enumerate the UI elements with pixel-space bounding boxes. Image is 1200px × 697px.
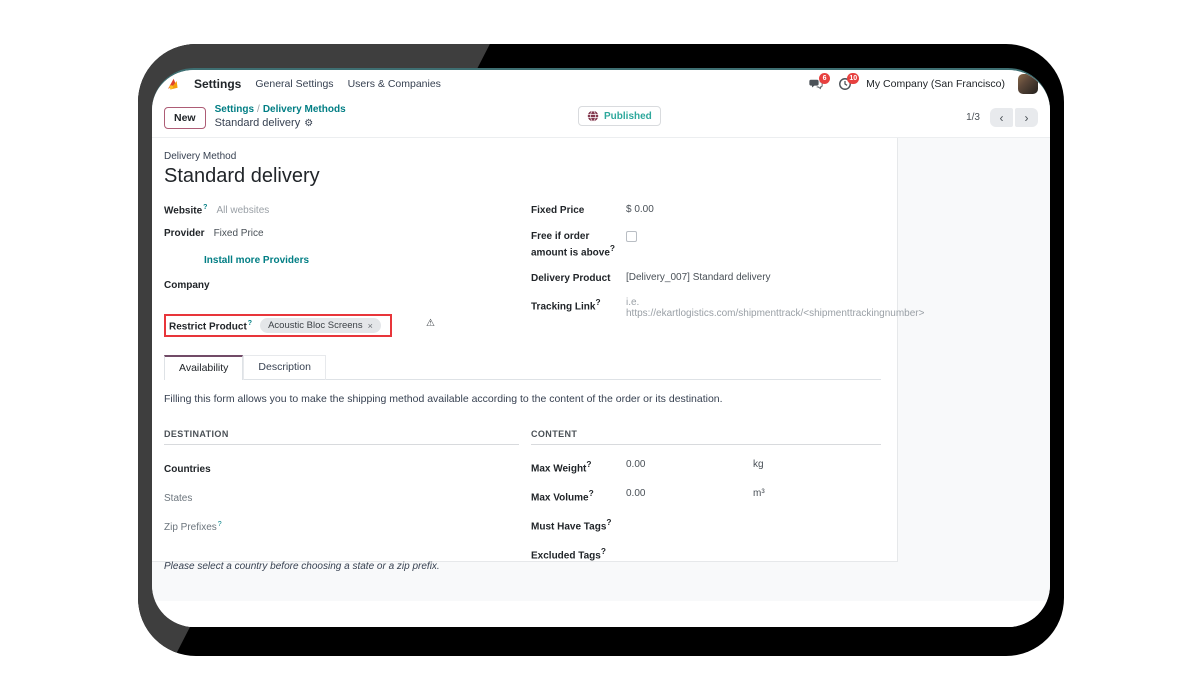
max-volume-field[interactable]: 0.00 bbox=[626, 488, 646, 500]
app-menu-settings[interactable]: Settings bbox=[194, 77, 242, 91]
fixed-price-field[interactable]: $ 0.00 bbox=[626, 204, 654, 215]
delivery-product-label: Delivery Product bbox=[531, 272, 611, 284]
excluded-tags-label[interactable]: Excluded Tags? bbox=[531, 545, 606, 562]
top-navbar: Settings General Settings Users & Compan… bbox=[152, 70, 1050, 98]
country-selection-note: Please select a country before choosing … bbox=[164, 561, 440, 573]
activities-clock-icon[interactable]: 10 bbox=[837, 72, 860, 92]
tag-label: Acoustic Bloc Screens bbox=[268, 320, 363, 332]
form-left-column: Website? All websites Provider Fixed Pri… bbox=[164, 204, 519, 350]
activities-badge: 10 bbox=[847, 72, 860, 84]
messages-badge: 6 bbox=[819, 72, 831, 84]
form-right-column: Fixed Price $ 0.00 Free if order amount … bbox=[531, 204, 924, 350]
device-frame: Settings General Settings Users & Compan… bbox=[138, 44, 1064, 656]
tracking-link-field[interactable]: i.e. https://ekartlogistics.com/shipment… bbox=[626, 297, 925, 320]
action-gear-icon[interactable]: ⚙ bbox=[304, 117, 314, 129]
messages-icon[interactable]: 6 bbox=[808, 72, 831, 92]
breadcrumb: Settings / Delivery Methods Standard deliv… bbox=[215, 104, 346, 130]
control-panel: New Settings / Delivery Methods Standard d… bbox=[152, 98, 1050, 138]
max-weight-label: Max Weight? bbox=[531, 459, 592, 475]
help-icon: ? bbox=[586, 459, 592, 470]
company-switcher[interactable]: My Company (San Francisco) bbox=[866, 78, 1005, 90]
help-icon: ? bbox=[600, 545, 606, 556]
menu-users-companies[interactable]: Users & Companies bbox=[347, 78, 441, 90]
provider-label: Provider bbox=[164, 228, 205, 240]
max-volume-label: Max Volume? bbox=[531, 488, 594, 504]
max-weight-unit: kg bbox=[753, 459, 764, 471]
help-icon: ? bbox=[203, 204, 208, 211]
form-type-label: Delivery Method bbox=[164, 151, 237, 162]
max-weight-field[interactable]: 0.00 bbox=[626, 459, 646, 471]
provider-field[interactable]: Fixed Price bbox=[213, 228, 264, 240]
help-icon: ? bbox=[595, 297, 601, 308]
published-globe-icon bbox=[587, 110, 599, 122]
help-icon: ? bbox=[247, 319, 253, 327]
help-icon: ? bbox=[609, 243, 615, 253]
published-label: Published bbox=[604, 110, 652, 122]
tracking-link-label: Tracking Link? bbox=[531, 297, 601, 313]
free-over-checkbox[interactable] bbox=[626, 230, 637, 242]
tab-availability[interactable]: Availability bbox=[164, 355, 244, 381]
pager-next-button[interactable]: › bbox=[1015, 108, 1038, 127]
content-section: CONTENT Max Weight? 0.00 kg Max Volume? … bbox=[531, 429, 881, 574]
warning-icon: ⚠ bbox=[426, 318, 435, 330]
breadcrumb-separator: / bbox=[257, 104, 260, 116]
zip-prefixes-field-label[interactable]: Zip Prefixes? bbox=[164, 521, 222, 534]
fixed-price-label: Fixed Price bbox=[531, 205, 585, 216]
published-status-badge[interactable]: Published bbox=[578, 106, 661, 126]
install-more-providers-link[interactable]: Install more Providers bbox=[204, 255, 310, 267]
help-icon: ? bbox=[217, 521, 222, 528]
bottom-strip bbox=[152, 601, 1050, 627]
pager-previous-button[interactable]: ‹ bbox=[990, 108, 1013, 127]
max-volume-unit: m³ bbox=[753, 488, 765, 500]
restrict-product-tag[interactable]: Acoustic Bloc Screens × bbox=[260, 318, 381, 334]
content-heading: CONTENT bbox=[531, 429, 881, 446]
must-have-tags-label[interactable]: Must Have Tags? bbox=[531, 516, 612, 533]
user-avatar[interactable] bbox=[1018, 74, 1038, 94]
new-button[interactable]: New bbox=[164, 106, 206, 129]
record-title-field[interactable]: Standard delivery bbox=[164, 165, 320, 187]
notebook-tabs: Availability Description bbox=[164, 354, 881, 381]
odoo-logo bbox=[165, 77, 180, 92]
breadcrumb-record-name: Standard delivery bbox=[214, 116, 301, 129]
help-icon: ? bbox=[606, 516, 612, 527]
help-icon: ? bbox=[588, 488, 594, 499]
free-over-label: Free if order amount is above? bbox=[531, 230, 615, 259]
tag-remove-icon[interactable]: × bbox=[367, 320, 373, 331]
countries-field-label[interactable]: Countries bbox=[164, 464, 211, 476]
breadcrumb-delivery-methods-link[interactable]: Delivery Methods bbox=[262, 104, 346, 116]
breadcrumb-settings-link[interactable]: Settings bbox=[214, 104, 255, 116]
app-window: Settings General Settings Users & Compan… bbox=[152, 68, 1050, 627]
form-sheet: Delivery Method Standard delivery Websit… bbox=[152, 138, 924, 572]
menu-general-settings[interactable]: General Settings bbox=[255, 78, 334, 90]
restrict-product-highlight-box: Restrict Product? Acoustic Bloc Screens … bbox=[164, 314, 392, 338]
restrict-product-label: Restrict Product? bbox=[169, 319, 253, 332]
pager-value: 1/3 bbox=[966, 112, 980, 123]
destination-section: DESTINATION Countries States Zip Prefixe… bbox=[164, 429, 519, 574]
delivery-product-field[interactable]: [Delivery_007] Standard delivery bbox=[626, 271, 771, 283]
website-field[interactable]: All websites bbox=[216, 205, 270, 217]
company-label: Company bbox=[164, 280, 210, 292]
destination-heading: DESTINATION bbox=[164, 429, 519, 446]
main-content: Delivery Method Standard delivery Websit… bbox=[152, 138, 1050, 601]
states-field-label[interactable]: States bbox=[164, 493, 193, 505]
website-label: Website? bbox=[164, 204, 208, 217]
availability-intro-text: Filling this form allows you to make the… bbox=[164, 393, 723, 406]
tab-description[interactable]: Description bbox=[243, 355, 326, 381]
